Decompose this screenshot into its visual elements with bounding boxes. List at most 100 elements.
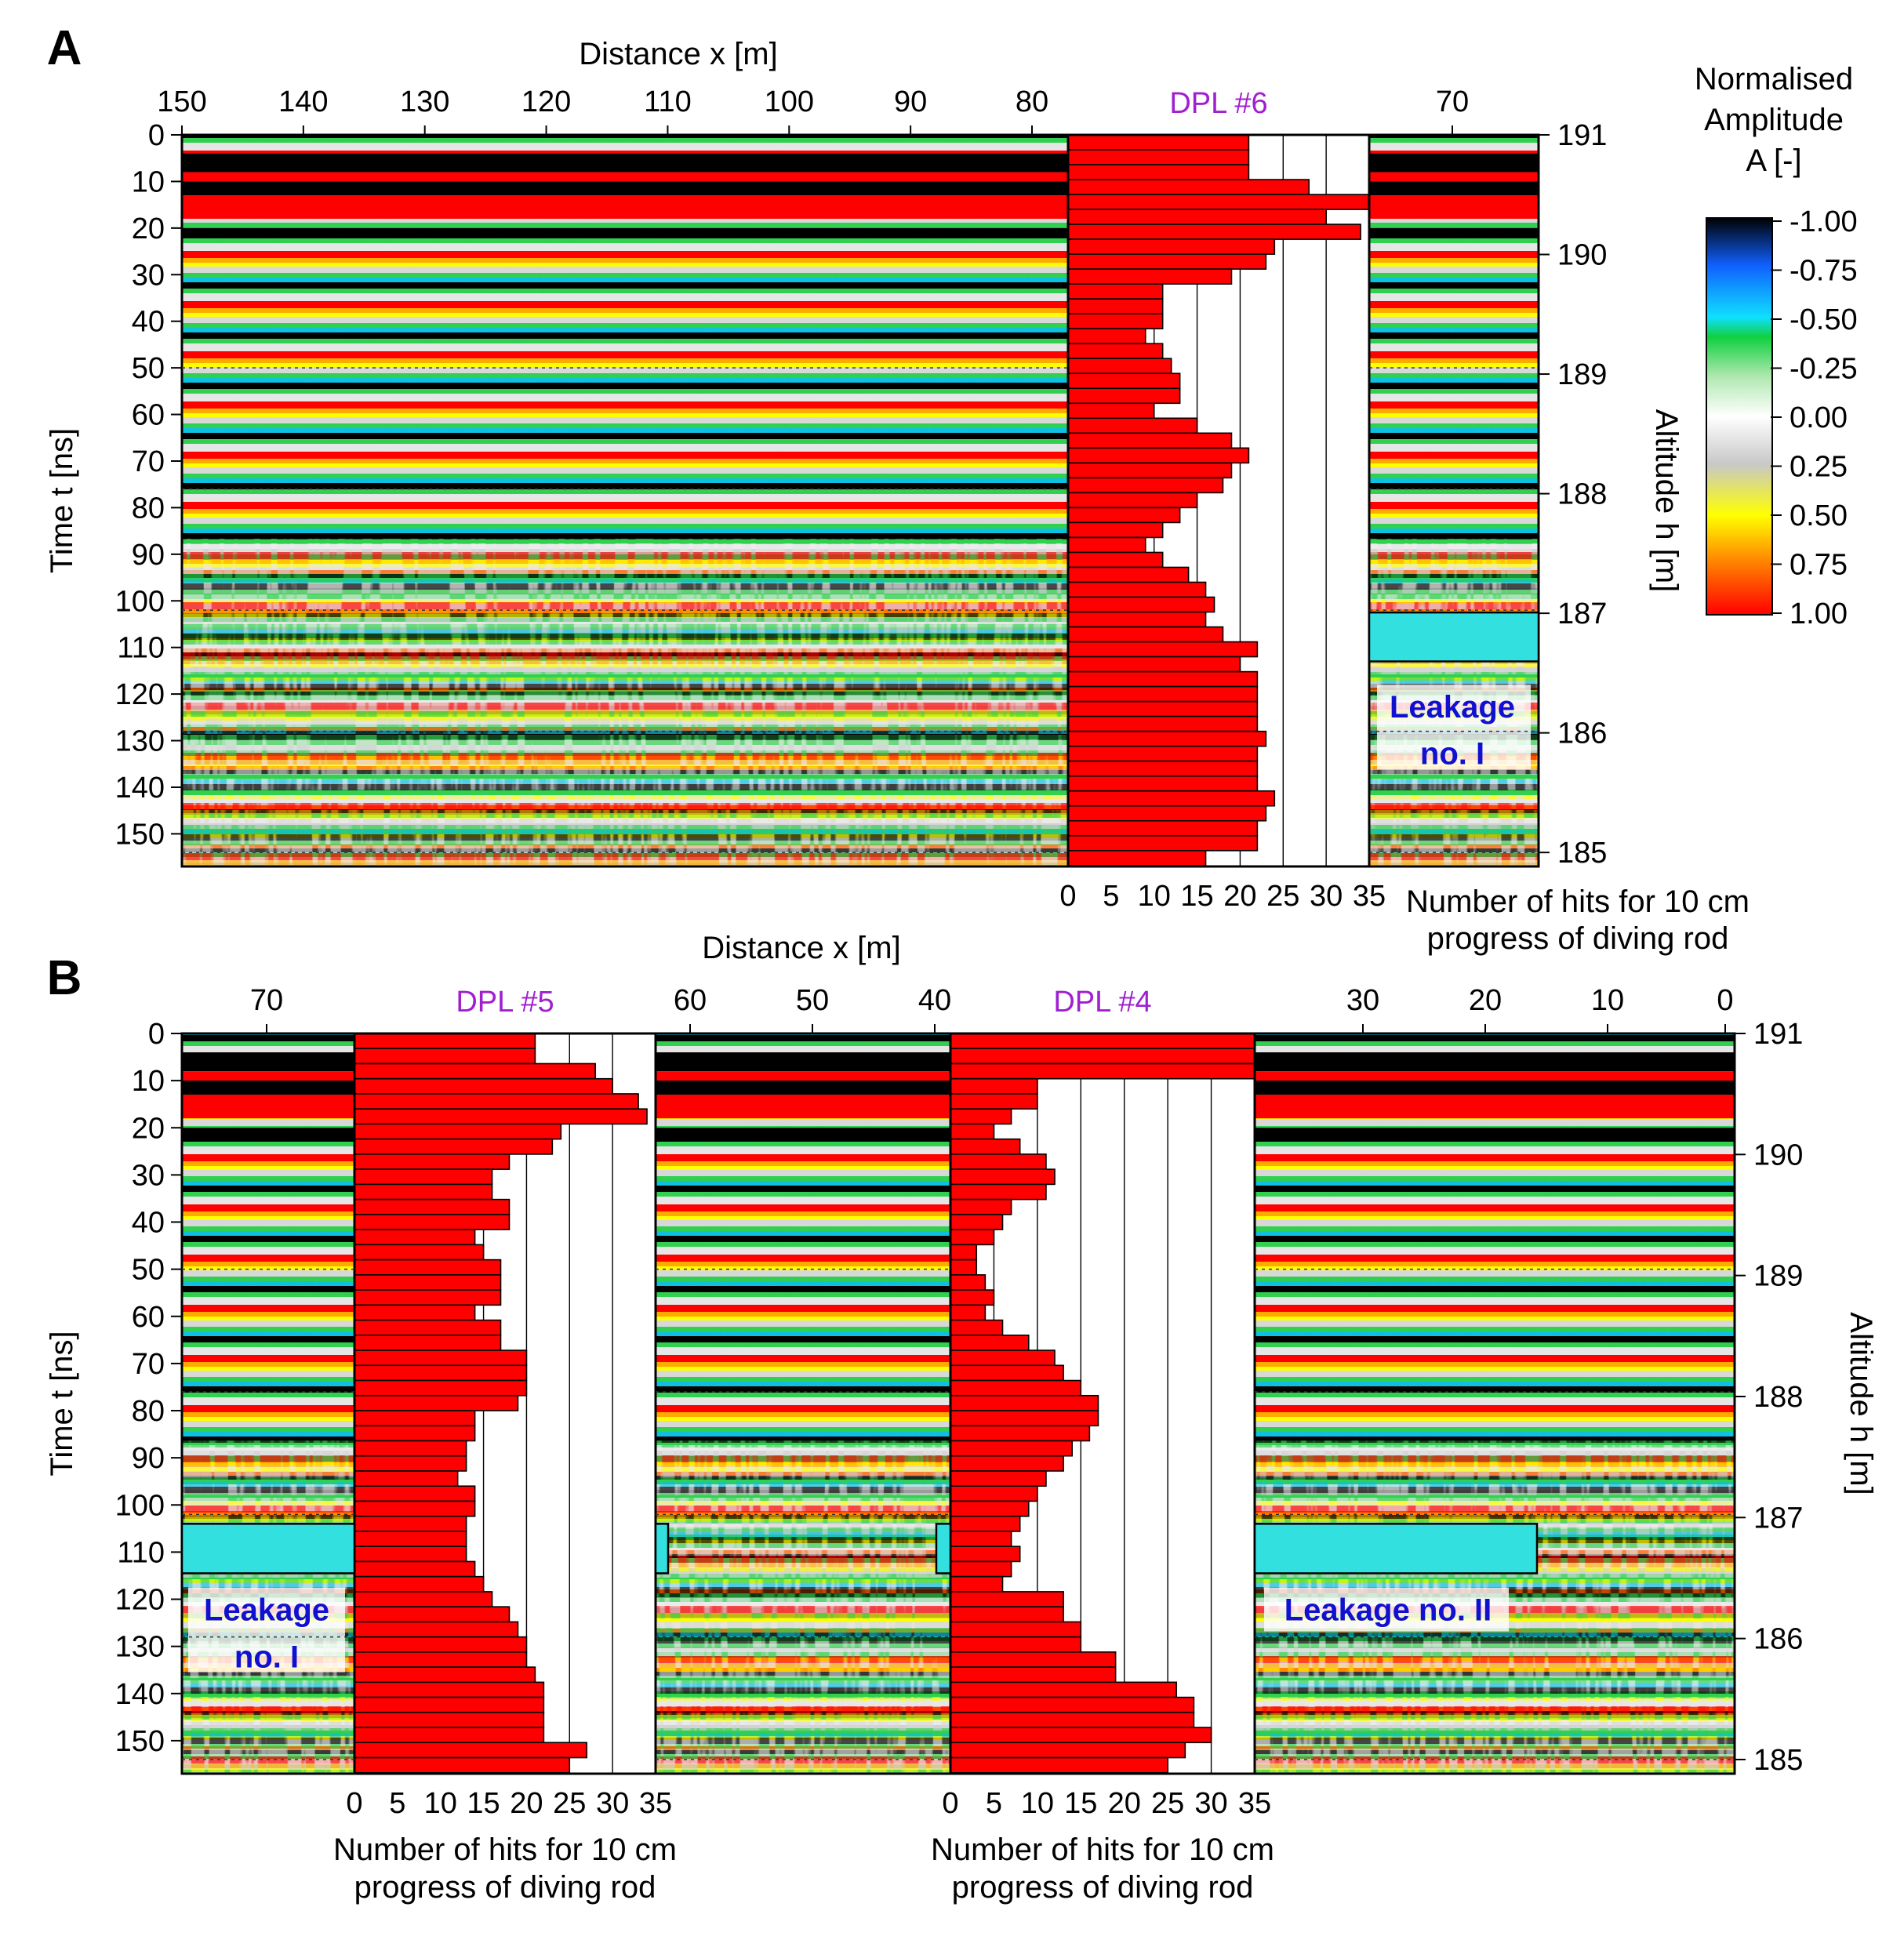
- radargram-b-middle-reflector: [656, 1095, 950, 1119]
- radargram-b-time-axis-tick-label: 70: [132, 1348, 165, 1381]
- dpl6-panel-bar: [1067, 134, 1250, 151]
- radargram-b-right-x-tick-label: 20: [1469, 984, 1502, 1017]
- dpl4-xlabel-line1: Number of hits for 10 cm: [931, 1832, 1274, 1867]
- dpl6-panel-bar: [1067, 358, 1172, 375]
- dpl5-panel-bar: [354, 1560, 476, 1578]
- dpl4-panel-bar: [950, 1274, 987, 1291]
- dpl4-panel-tick-label: 20: [1108, 1787, 1141, 1820]
- leakage-1-label-a-line2: no. I: [1420, 736, 1484, 771]
- radargram-b-middle-x-tick-label: 50: [796, 984, 829, 1017]
- dpl5-panel-bar: [354, 1304, 476, 1321]
- radargram-b-time-axis-tick-label: 110: [117, 1536, 165, 1569]
- dpl6-panel-tick-label: 10: [1138, 880, 1171, 913]
- radargram-a-time-axis-tick-label: 120: [115, 678, 165, 711]
- dpl4-panel-bar: [950, 1229, 995, 1246]
- radargram-b-time-axis-tick-label: 120: [115, 1584, 165, 1617]
- colorbar-tick-label: 0.00: [1790, 401, 1848, 434]
- dpl4-panel-bar: [950, 1455, 1064, 1472]
- dpl4-panel-bar: [950, 1485, 1038, 1502]
- dpl5-panel-bar: [354, 1379, 528, 1397]
- dpl5-panel-bar: [354, 1727, 545, 1744]
- radargram-b-right-x-tick-label: 10: [1591, 984, 1624, 1017]
- dpl5-panel-bar: [354, 1274, 502, 1291]
- radargram-b-altitude-axis-tick-label: 190: [1753, 1139, 1803, 1171]
- dpl4-panel-bar: [950, 1349, 1056, 1367]
- dpl6-panel-tick-label: 15: [1180, 880, 1213, 913]
- dpl6-panel-bar: [1067, 730, 1267, 747]
- dpl6-panel-tick-label: 20: [1223, 880, 1256, 913]
- dpl5-panel-bar: [354, 1349, 528, 1367]
- radargram-a-xlabel: Distance x [m]: [579, 37, 777, 71]
- dpl6-panel: [1066, 133, 1371, 868]
- dpl6-xlabel-line2: progress of diving rod: [1427, 921, 1729, 956]
- dpl4-panel-bar: [950, 1606, 1064, 1623]
- colorbar-tick-label: -0.75: [1790, 255, 1858, 288]
- dpl5-panel-bar: [354, 1410, 476, 1427]
- radargram-b-altitude-axis-tick-label: 188: [1753, 1381, 1803, 1414]
- dpl6-panel-bar: [1067, 775, 1259, 792]
- dpl6-panel-bar: [1067, 298, 1164, 314]
- radargram-b-middle-x-tick-label: 40: [918, 984, 951, 1017]
- radargram-a-time-axis-tick-label: 40: [132, 306, 165, 339]
- dpl6-panel-tick-label: 5: [1103, 880, 1119, 913]
- colorbar-tick-label: 0.75: [1790, 549, 1848, 582]
- radargram-a-left-reflector: [182, 195, 1068, 219]
- dpl6-panel-bar: [1067, 179, 1310, 195]
- radargram-b-time-axis-tick-label: 50: [132, 1254, 165, 1287]
- radargram-b-left-reflector: [182, 1052, 354, 1072]
- dpl4-panel-tick-label: 10: [1021, 1787, 1054, 1820]
- radargram-b-middle-reflector: [656, 1071, 950, 1081]
- dpl6-panel-bar: [1067, 670, 1259, 688]
- dpl6-panel-bar: [1067, 611, 1207, 628]
- dpl5-panel-bar: [354, 1440, 467, 1457]
- leakage-1-label-a: Leakage: [1390, 690, 1515, 725]
- dpl4-panel-bar: [950, 1093, 1038, 1110]
- dpl6-panel-tick-label: 35: [1353, 880, 1386, 913]
- radargram-a-time-axis-tick-label: 10: [132, 165, 165, 198]
- dpl5-panel-bar: [354, 1093, 639, 1110]
- leakage-1-box-b: [180, 1523, 356, 1575]
- leakage-2-box-b-edge: [935, 1523, 952, 1575]
- dpl5-panel-bar: [354, 1289, 502, 1306]
- dpl4-panel-bar: [950, 1470, 1047, 1487]
- radargram-a-left-reflector: [182, 172, 1068, 182]
- dpl4-panel-bar: [950, 1742, 1186, 1759]
- radargram-b-altitude-axis-tick-label: 186: [1753, 1623, 1803, 1656]
- dpl6-panel-bar: [1067, 819, 1259, 837]
- dpl4-panel-bar: [950, 1621, 1082, 1638]
- dpl6-panel-bar: [1067, 223, 1361, 240]
- dpl6-panel-bar: [1067, 790, 1276, 807]
- dpl6-panel-bar: [1067, 566, 1190, 583]
- radargram-b-middle-reflector: [656, 1128, 950, 1138]
- dpl5-panel-bar: [354, 1455, 467, 1472]
- leakage-1-label-b: Leakage: [204, 1593, 329, 1628]
- dpl4-panel-bar: [950, 1335, 1030, 1351]
- colorbar-tick-label: -0.25: [1790, 353, 1858, 386]
- dpl5-panel-bar: [354, 1696, 545, 1713]
- leakage-1-label-bg-a: [1377, 685, 1531, 770]
- radargram-a-right-reflector: [1369, 153, 1539, 173]
- dpl6-panel-bar: [1067, 402, 1155, 420]
- dpl4-panel-bar: [950, 1651, 1117, 1668]
- dpl4-panel-bar: [950, 1681, 1178, 1698]
- radargram-a-left-reflector: [182, 181, 1068, 196]
- dpl5-panel-bar: [354, 1485, 476, 1502]
- dpl5-panel-title: DPL #5: [456, 986, 554, 1019]
- dpl6-panel-bar: [1067, 268, 1233, 285]
- dpl4-panel-bar: [950, 1666, 1117, 1684]
- radargram-b-time-axis-tick-label: 20: [132, 1112, 165, 1145]
- dpl4-panel-bar: [950, 1575, 1004, 1593]
- radargram-b-time-axis-tick-label: 100: [115, 1489, 165, 1522]
- dpl5-panel-bar: [354, 1335, 502, 1351]
- dpl5-panel-bar: [354, 1515, 467, 1532]
- dpl5-panel-bar: [354, 1425, 476, 1442]
- dpl4-panel-bar: [950, 1108, 1012, 1125]
- dpl4-panel-bar: [950, 1123, 995, 1140]
- dpl6-panel-bar: [1067, 492, 1198, 509]
- radargram-a-right-reflector: [1369, 172, 1539, 182]
- dpl6-panel-bar: [1067, 849, 1207, 866]
- dpl5-panel-bar: [354, 1575, 485, 1593]
- leakage-1-label-bg-b: [188, 1587, 345, 1673]
- dpl4-panel-bar: [950, 1304, 987, 1321]
